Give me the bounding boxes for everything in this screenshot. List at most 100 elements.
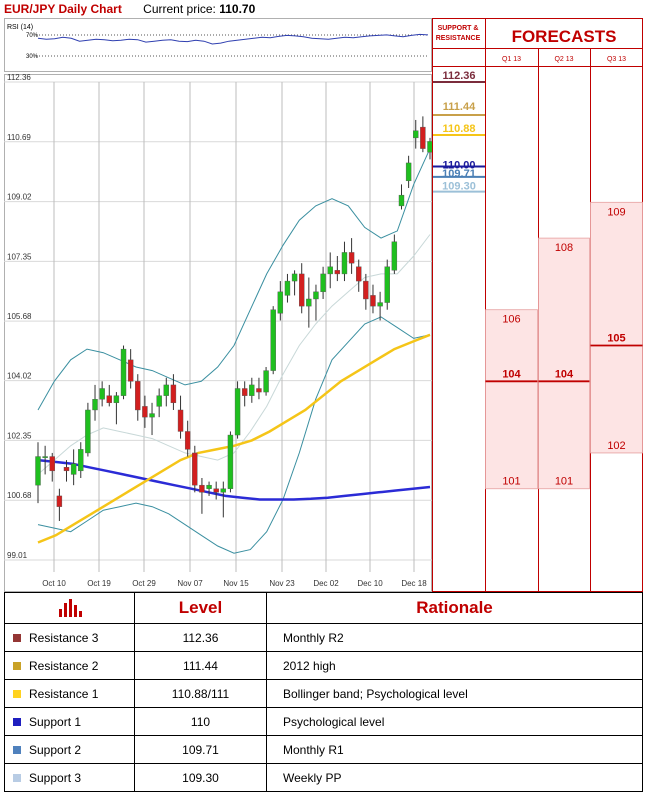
candle-body (78, 449, 84, 472)
candle-body (220, 488, 227, 493)
candle-body (313, 291, 319, 300)
support-resistance-label: SUPPORT & RESISTANCE (436, 25, 481, 42)
candle-body (149, 413, 155, 418)
candle-body (106, 395, 112, 404)
table-icon-cell (4, 592, 135, 624)
candle-body (135, 381, 141, 411)
support-resistance-label-value: 110.00 (442, 160, 475, 172)
y-tick-label: 109.02 (7, 193, 32, 202)
candle-body (277, 291, 284, 314)
level-value: 109.30 (134, 763, 267, 792)
levels-table: Level Rationale Resistance 3 112.36 Monthl… (4, 592, 643, 792)
candle-body (370, 295, 376, 307)
x-tick-label: Oct 29 (132, 579, 156, 588)
current-price-value: 110.70 (219, 2, 256, 16)
x-tick-label: Oct 10 (42, 579, 66, 588)
candle-body (405, 162, 412, 182)
candle-body (56, 495, 63, 507)
candle-body (241, 388, 248, 396)
candle-body (270, 309, 276, 371)
bollinger-upper-line (37, 148, 431, 411)
forecast-low-label: 101 (555, 476, 573, 488)
candle-body (363, 280, 369, 300)
candle-body (206, 484, 212, 489)
candle-body (184, 431, 191, 450)
forecast-range-band (538, 237, 590, 490)
level-rationale: Monthly R1 (266, 735, 643, 764)
forecast-range-band (485, 309, 538, 490)
candle-body (249, 384, 255, 396)
level-name-cell: Support 3 (4, 763, 135, 792)
level-name: Support 2 (29, 742, 82, 757)
candle-body (127, 359, 134, 382)
level-name: Resistance 3 (29, 630, 99, 645)
level-color-swatch (13, 718, 21, 727)
table-row: Resistance 1 110.88/111 Bollinger band; Ps… (4, 679, 643, 708)
y-tick-label: 100.68 (7, 491, 32, 500)
candle-body (384, 266, 390, 303)
level-color-swatch (13, 746, 21, 755)
level-rationale: 2012 high (266, 651, 643, 680)
candle-body (35, 456, 41, 486)
candle-body (199, 484, 205, 493)
candle-body (170, 384, 177, 404)
bar-chart-icon (58, 598, 82, 617)
candle-body (99, 388, 105, 400)
forecast-column-header: Q3 13 (607, 56, 626, 63)
candle-body (142, 406, 148, 418)
moving-average-mid-line (37, 333, 431, 544)
candle-body (391, 241, 398, 271)
forecast-base-label: 104 (502, 368, 521, 380)
x-tick-label: Oct 19 (87, 579, 111, 588)
forecast-low-label: 102 (607, 440, 625, 452)
rationale-header: Rationale (266, 592, 643, 624)
forecast-base-label: 105 (607, 333, 625, 345)
forecast-high-label: 109 (607, 206, 625, 218)
level-value: 109.71 (134, 735, 267, 764)
y-tick-label: 105.68 (7, 312, 32, 321)
candle-body (177, 409, 184, 432)
forecast-panel: SUPPORT & RESISTANCE FORECASTS Q1 13 Q2 13… (432, 18, 643, 592)
chart-title: EUR/JPY Daily Chart (4, 2, 122, 16)
level-value: 110.88/111 (134, 679, 267, 708)
candle-body (306, 298, 312, 307)
candle-body (284, 280, 291, 296)
level-rationale: Monthly R2 (266, 623, 643, 652)
candle-body (413, 130, 419, 139)
y-tick-label: 99.01 (7, 551, 28, 560)
candle-body (85, 409, 91, 454)
support-resistance-label-value: 110.88 (442, 123, 475, 135)
level-header: Level (134, 592, 267, 624)
candle-body (120, 348, 127, 396)
support-resistance-label-value: 109.30 (442, 181, 476, 193)
candle-body (299, 273, 305, 307)
rsi-frame (4, 18, 432, 72)
bollinger-lower-line (37, 316, 431, 554)
candle-body (334, 270, 341, 275)
current-price-label: Current price: (143, 2, 216, 16)
y-tick-label: 107.35 (7, 252, 32, 261)
level-color-swatch (13, 662, 21, 671)
x-tick-label: Nov 15 (223, 579, 249, 588)
level-rationale: Bollinger band; Psychological level (266, 679, 643, 708)
rsi-line (37, 33, 429, 45)
x-tick-label: Nov 23 (269, 579, 295, 588)
candle-body (163, 384, 169, 396)
support-resistance-label-value: 112.36 (442, 70, 475, 82)
table-row: Support 3 109.30 Weekly PP (4, 763, 643, 792)
candle-body (63, 467, 70, 472)
forecast-base-label: 104 (555, 368, 574, 380)
price-chart-frame (4, 74, 432, 592)
candle-body (263, 370, 269, 393)
level-value: 111.44 (134, 651, 267, 680)
table-row: Support 2 109.71 Monthly R1 (4, 735, 643, 764)
candle-body (49, 456, 55, 472)
candle-body (427, 141, 432, 153)
rsi-upper-label: 70% (26, 33, 39, 39)
forecast-range-band (590, 201, 643, 454)
candle-body (398, 194, 405, 207)
level-name: Support 1 (29, 714, 82, 729)
candle-body (341, 252, 348, 275)
candle-body (213, 488, 219, 493)
level-name: Resistance 1 (29, 686, 99, 701)
